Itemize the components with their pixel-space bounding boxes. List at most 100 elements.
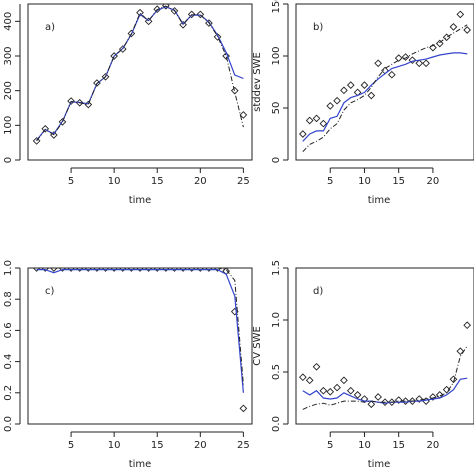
x-axis-label: time (129, 195, 152, 206)
data-point (110, 268, 118, 272)
series-line-dashdot (302, 345, 468, 410)
data-point (367, 400, 376, 409)
data-point (179, 268, 187, 272)
data-point (136, 268, 144, 272)
panel-label: b) (313, 22, 323, 33)
x-tick-label: 20 (194, 176, 207, 187)
x-tick-label: 15 (392, 176, 405, 187)
data-layer (32, 268, 248, 413)
data-point (205, 19, 213, 27)
data-point (187, 10, 196, 19)
y-axis-label: stddev SWE (252, 52, 263, 112)
data-point (401, 53, 410, 61)
data-point (456, 10, 465, 19)
series-line-dashdot (36, 268, 244, 386)
y-tick-label: 0.0 (271, 416, 282, 432)
x-tick-label: 20 (427, 440, 440, 451)
series-line-solid (36, 6, 244, 141)
y-tick-label: 0.4 (3, 354, 14, 370)
data-point (67, 97, 75, 105)
data-point (463, 321, 471, 330)
data-layer (299, 10, 471, 153)
data-point (346, 386, 355, 395)
data-point (205, 268, 213, 272)
x-tick-label: 15 (151, 176, 164, 187)
panel-label: d) (313, 286, 323, 297)
y-tick-label: 0.0 (3, 416, 14, 432)
data-point (388, 70, 396, 79)
data-point (84, 268, 93, 272)
data-point (346, 81, 355, 89)
x-tick-label: 10 (358, 176, 371, 187)
data-point (213, 33, 222, 41)
data-point (50, 268, 58, 272)
x-axis-label: time (368, 459, 391, 470)
data-point (101, 268, 110, 272)
series-line-solid (36, 269, 244, 393)
y-tick-label: 100 (271, 46, 282, 65)
data-point (340, 86, 348, 95)
data-point (394, 396, 403, 404)
data-point (118, 45, 127, 53)
data-point (360, 81, 369, 89)
data-point (75, 268, 84, 272)
series-line-solid (302, 377, 468, 404)
panel-a: 0 100 200 300 400 5 10 15 20 25 time a) (3, 3, 253, 206)
data-point (144, 268, 153, 272)
data-point (408, 397, 417, 405)
y-tick-label: 0.8 (3, 291, 14, 307)
data-point (408, 56, 417, 64)
data-point (58, 268, 67, 272)
data-point (101, 72, 110, 81)
panel-label: a) (45, 22, 55, 33)
data-point (394, 54, 403, 62)
data-point (333, 96, 341, 105)
data-point (381, 398, 389, 406)
data-point (319, 386, 328, 395)
y-tick-label: 300 (3, 46, 14, 65)
data-point (319, 119, 328, 128)
series-line-dashdot (36, 5, 244, 142)
data-point (239, 404, 248, 413)
data-point (401, 397, 410, 405)
data-point (127, 268, 136, 272)
data-point (187, 268, 196, 272)
y-tick-label: 100 (3, 116, 14, 135)
data-point (230, 86, 239, 95)
data-point (118, 268, 127, 272)
x-tick-label: 25 (237, 440, 250, 451)
x-tick-label: 5 (327, 440, 333, 451)
data-point (179, 20, 187, 29)
data-point (326, 387, 335, 396)
data-point (305, 376, 314, 385)
data-layer (299, 321, 471, 410)
y-tick-label: 0 (3, 157, 14, 163)
y-tick-label: 1.0 (271, 312, 282, 328)
data-point (435, 39, 444, 48)
data-point (388, 398, 396, 406)
data-point (153, 5, 162, 14)
y-tick-label: 0.2 (3, 385, 14, 401)
data-point (442, 33, 451, 42)
data-point (374, 393, 382, 401)
data-point (196, 10, 205, 19)
data-point (449, 375, 458, 384)
data-point (67, 268, 75, 272)
x-tick-label: 15 (392, 440, 405, 451)
data-point (144, 17, 153, 26)
data-point (41, 268, 50, 272)
x-tick-label: 10 (108, 440, 121, 451)
data-point (93, 268, 101, 272)
y-axis-label: CV SWE (252, 326, 263, 366)
data-point (340, 376, 348, 385)
data-point (312, 114, 321, 123)
data-point (312, 362, 321, 371)
data-point (429, 393, 437, 401)
data-point (305, 116, 314, 125)
panel-c: 0.0 0.2 0.4 0.6 0.8 1.0 5 10 15 20 25 time c) (3, 260, 253, 470)
x-tick-label: 20 (194, 440, 207, 451)
data-point (170, 268, 179, 272)
data-point (162, 268, 170, 272)
y-tick-label: 1.0 (3, 260, 14, 276)
data-point (374, 59, 382, 68)
